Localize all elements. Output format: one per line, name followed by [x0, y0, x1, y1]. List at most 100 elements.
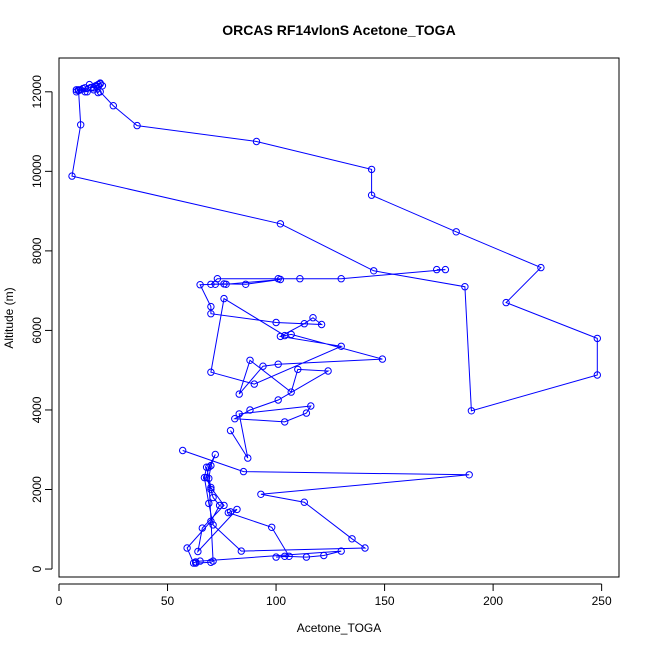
data-point: [252, 137, 261, 146]
data-point: [74, 86, 83, 94]
data-point: [231, 415, 239, 423]
data-point: [209, 493, 217, 502]
data-point: [370, 267, 378, 275]
data-point: [211, 280, 220, 288]
data-point: [211, 450, 220, 459]
data-point: [309, 314, 317, 322]
data-point: [378, 355, 387, 363]
data-point: [361, 544, 369, 552]
data-point: [367, 191, 376, 199]
data-point: [281, 552, 289, 560]
data-point: [337, 342, 345, 350]
y-axis: 0 2000 4000 6000 8000 10000 12000: [30, 75, 53, 572]
data-point: [537, 263, 545, 272]
data-point: [272, 553, 280, 561]
data-point: [302, 553, 311, 561]
data-point: [196, 281, 204, 289]
data-point: [235, 410, 243, 418]
plot-frame: [58, 57, 620, 578]
data-point: [207, 485, 215, 494]
data-point: [274, 396, 282, 404]
data-point: [81, 88, 89, 96]
data-point: [300, 320, 308, 328]
y-tick-label: 0: [30, 565, 44, 572]
data-point: [83, 88, 91, 96]
data-point: [205, 463, 213, 471]
data-point: [77, 121, 85, 129]
data-point: [207, 310, 215, 318]
data-point: [235, 390, 243, 398]
y-tick-label: 12000: [30, 75, 44, 109]
series-line-2: [199, 269, 446, 459]
data-point: [215, 501, 224, 510]
data-point: [207, 461, 215, 470]
data-point: [233, 505, 241, 514]
data-point: [285, 552, 293, 560]
data-point: [452, 228, 460, 236]
series-line-3: [182, 450, 470, 564]
data-point: [244, 454, 252, 462]
data-point: [441, 265, 450, 274]
y-tick-label: 6000: [30, 317, 44, 344]
data-point: [337, 547, 345, 555]
data-point: [192, 559, 200, 567]
x-axis-label: Acetone_TOGA: [297, 621, 382, 635]
chart-title: ORCAS RF14vlonS Acetone_TOGA: [222, 22, 455, 38]
data-point: [348, 535, 356, 543]
data-point: [207, 368, 215, 376]
data-point: [250, 380, 259, 388]
data-point: [467, 407, 476, 415]
data-point: [92, 82, 100, 90]
data-point: [207, 558, 215, 566]
data-point: [183, 544, 191, 552]
data-point: [257, 490, 265, 498]
data-point: [205, 474, 213, 483]
x-axis: 0 50 100 150 200 250: [56, 583, 612, 608]
y-tick-label: 2000: [30, 476, 44, 503]
data-point: [502, 298, 510, 307]
data-point: [237, 547, 246, 555]
data-point: [593, 334, 601, 343]
x-tick-label: 100: [266, 594, 286, 608]
data-point: [317, 320, 326, 329]
data-point: [281, 418, 289, 426]
data-point: [220, 294, 228, 303]
data-point: [226, 426, 235, 435]
data-point: [109, 102, 118, 110]
data-point: [294, 365, 302, 374]
data-point: [433, 265, 441, 274]
data-point: [307, 402, 315, 410]
series-layer: [68, 79, 601, 567]
data-point: [246, 406, 254, 414]
data-point: [207, 517, 215, 525]
y-tick-label: 8000: [30, 237, 44, 264]
data-point: [205, 499, 213, 508]
data-point: [207, 302, 215, 311]
data-point: [461, 283, 469, 291]
data-point: [276, 275, 285, 284]
data-point: [90, 84, 98, 92]
data-point: [274, 360, 282, 368]
data-point: [196, 557, 204, 565]
data-point: [200, 473, 209, 482]
data-point: [465, 471, 473, 479]
y-tick-label: 10000: [30, 154, 44, 188]
data-point: [268, 523, 276, 531]
data-point: [133, 121, 141, 130]
data-point: [224, 508, 233, 517]
data-point: [246, 356, 254, 364]
data-point: [272, 318, 280, 327]
data-point: [179, 446, 187, 455]
data-point: [239, 467, 248, 476]
data-point: [300, 498, 308, 506]
data-point: [68, 172, 76, 180]
y-axis-label: Altitude (m): [2, 287, 16, 348]
x-tick-label: 200: [483, 594, 503, 608]
data-point: [207, 280, 215, 288]
data-point: [276, 220, 285, 228]
data-point: [337, 275, 345, 283]
x-tick-label: 250: [592, 594, 612, 608]
data-point: [72, 88, 81, 96]
